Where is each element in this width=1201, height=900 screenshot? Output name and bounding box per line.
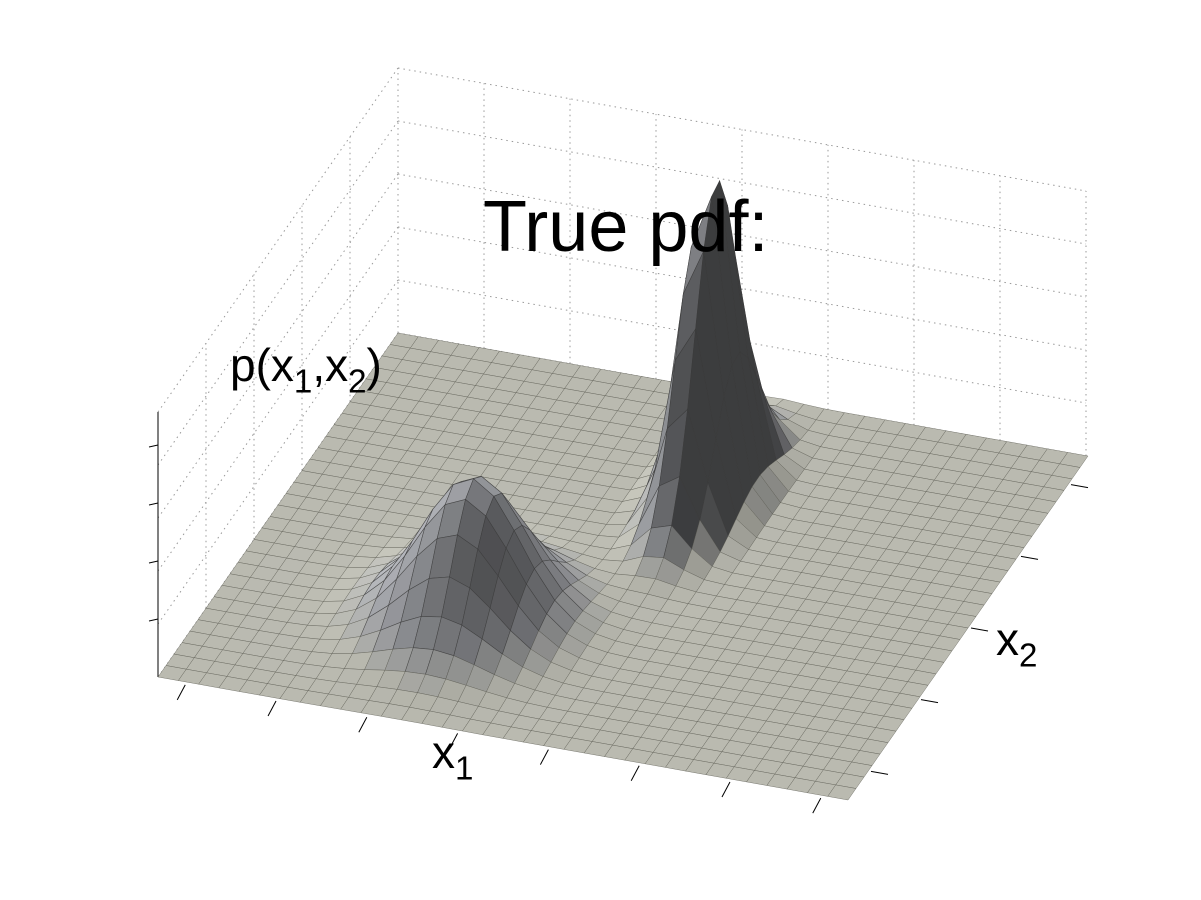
- x-tick: [539, 749, 549, 765]
- x-tick: [267, 700, 277, 717]
- axis-ticks: [148, 412, 1089, 814]
- z-tick: [148, 444, 159, 448]
- x-tick: [176, 684, 186, 701]
- x-tick: [812, 797, 822, 814]
- x-tick: [630, 765, 640, 782]
- x-tick: [358, 716, 368, 733]
- y-tick: [1070, 484, 1089, 489]
- grid-line: [157, 226, 399, 572]
- chart-title: True pdf:: [483, 187, 769, 267]
- grid-line: [157, 120, 399, 466]
- y-tick: [870, 770, 889, 775]
- grid-line: [397, 173, 1087, 298]
- grid-line: [397, 67, 1087, 192]
- z-tick: [148, 618, 159, 622]
- grid-line: [397, 120, 1087, 245]
- x-axis-label: x1: [432, 726, 474, 788]
- x-tick: [449, 733, 459, 749]
- grid-line: [157, 279, 399, 625]
- grid-line: [397, 279, 1087, 404]
- surface-patch: [827, 784, 857, 801]
- grid-line: [397, 226, 1087, 351]
- pdf-surface: [157, 179, 1089, 801]
- z-axis-label: p(x1,x2): [230, 339, 382, 401]
- y-tick: [920, 699, 939, 704]
- x-tick: [721, 781, 731, 798]
- y-tick: [970, 627, 989, 632]
- y-axis-label: x2: [996, 613, 1038, 675]
- grid-line: [157, 173, 399, 519]
- z-tick: [148, 502, 159, 506]
- grid-line: [157, 67, 399, 413]
- y-tick: [1020, 555, 1039, 560]
- z-tick: [148, 560, 159, 564]
